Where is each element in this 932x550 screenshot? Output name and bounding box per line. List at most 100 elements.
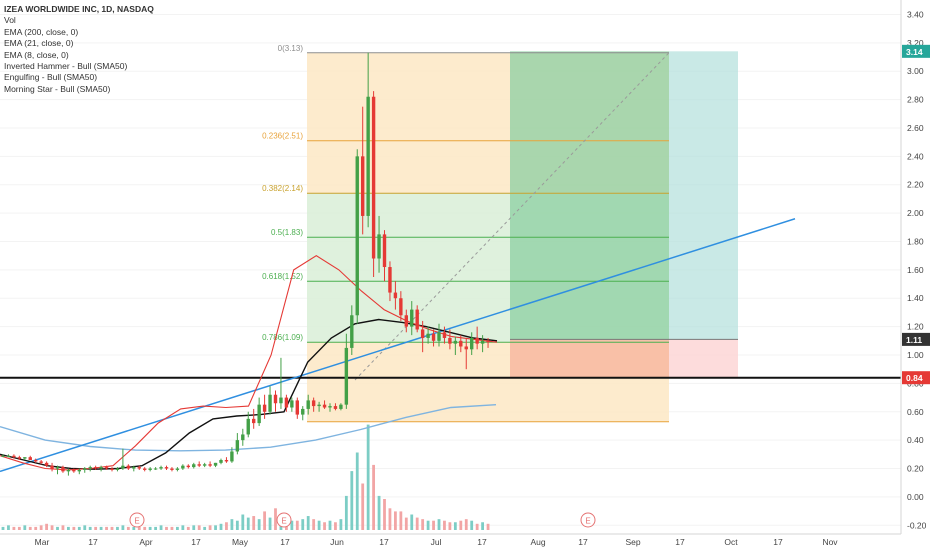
candle-body	[399, 298, 403, 316]
x-tick-label: May	[232, 537, 249, 547]
candle	[1, 454, 5, 458]
volume-bar	[181, 525, 185, 530]
volume-bar	[219, 523, 223, 530]
candle-body	[197, 464, 201, 466]
candle-body	[486, 340, 490, 343]
volume-bar	[404, 517, 408, 530]
candle-body	[181, 465, 185, 469]
volume-bar	[323, 522, 326, 530]
candle-body	[208, 464, 212, 466]
candle	[437, 323, 441, 347]
candle	[333, 403, 338, 411]
candle-body	[371, 96, 376, 259]
candle	[306, 394, 310, 415]
candle-body	[28, 457, 32, 461]
volume-bar	[470, 520, 474, 530]
candle	[268, 386, 272, 415]
x-tick-label: 17	[191, 537, 201, 547]
volume-bar	[306, 516, 310, 530]
candle-body	[202, 464, 207, 466]
candle-body	[252, 418, 256, 424]
volume-bar	[377, 495, 381, 530]
volume-bar	[383, 499, 386, 530]
candle	[175, 467, 180, 472]
volume-bar	[56, 526, 59, 530]
volume-bar	[339, 519, 343, 530]
candle	[159, 465, 163, 470]
candle-body	[241, 434, 245, 441]
volume-bar	[203, 526, 207, 530]
candle	[262, 394, 267, 419]
candle	[415, 305, 419, 333]
volume-bar	[252, 516, 256, 530]
volume-bar	[208, 525, 212, 530]
price-label: 3.14	[906, 47, 923, 57]
volume-bar	[45, 523, 48, 530]
volume-bar	[235, 520, 239, 530]
candle-body	[382, 234, 387, 268]
candle-body	[99, 467, 103, 469]
volume-bar	[372, 464, 375, 530]
volume-bar	[170, 526, 174, 530]
candle	[104, 465, 109, 470]
volume-bar	[143, 526, 147, 530]
candle	[284, 394, 289, 412]
candle	[393, 281, 398, 310]
candle-body	[55, 467, 60, 469]
ema8-line	[0, 255, 498, 471]
candle	[273, 390, 278, 412]
volume-bar	[459, 520, 463, 530]
trade-target-zone-left	[510, 51, 669, 340]
candle	[246, 411, 250, 438]
candle-body	[344, 347, 349, 405]
candle-body	[366, 96, 370, 216]
volume-bar	[72, 526, 76, 530]
candle	[115, 467, 120, 472]
candle-body	[393, 292, 398, 299]
chart-legend: IZEA WORLDWIDE INC, 1D, NASDAQ Vol EMA (…	[4, 4, 154, 95]
volume-bar	[77, 526, 81, 530]
legend-engulfing: Engulfing - Bull (SMA50)	[4, 72, 98, 83]
legend-ema21: EMA (21, close, 0)	[4, 38, 74, 49]
volume-bar	[426, 520, 430, 530]
trade-stop-zone-right	[669, 339, 738, 378]
candle-body	[132, 467, 136, 469]
candle-body	[50, 465, 54, 469]
candle	[143, 467, 147, 472]
candle-body	[388, 267, 392, 293]
volume-bar	[192, 525, 196, 530]
volume-bar	[116, 526, 119, 530]
candle	[110, 467, 114, 472]
fib-label: 0.618(1.52)	[262, 272, 303, 281]
volume-bar	[230, 519, 234, 530]
volume-bar	[99, 526, 103, 530]
candle-body	[93, 467, 98, 469]
earnings-marker	[580, 512, 596, 528]
candle	[17, 455, 22, 461]
x-tick-label: Sep	[625, 537, 640, 547]
candle-body	[121, 465, 125, 469]
volume-bar	[394, 511, 397, 530]
x-tick-label: Apr	[139, 537, 152, 547]
candle	[328, 403, 332, 412]
volume-bar	[328, 520, 332, 530]
candle	[83, 467, 87, 473]
candle	[361, 106, 365, 235]
y-tick-label: 0.60	[907, 407, 924, 417]
candle-body	[72, 469, 76, 472]
volume-bar	[12, 526, 16, 530]
price-label-bg	[902, 371, 930, 385]
x-tick-label: 17	[578, 537, 588, 547]
candle-body	[480, 340, 485, 344]
volume-bar	[355, 452, 359, 530]
candle-body	[148, 468, 152, 470]
candle	[311, 397, 316, 412]
y-tick-label: 1.80	[907, 236, 924, 246]
candle	[219, 458, 223, 465]
candle-body	[219, 460, 223, 463]
y-tick-label: 3.40	[907, 9, 924, 19]
candle-body	[426, 333, 430, 338]
candle-body	[459, 340, 463, 347]
candle-body	[44, 462, 49, 466]
candle	[55, 465, 60, 475]
